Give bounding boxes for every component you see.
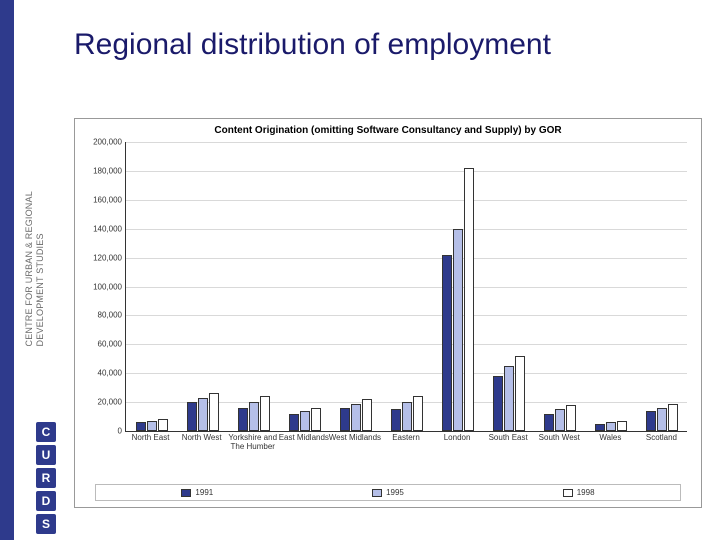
chart-bar — [617, 421, 627, 431]
chart-title: Content Origination (omitting Software C… — [85, 125, 691, 136]
chart-gridline — [126, 344, 687, 345]
chart-bar — [402, 402, 412, 431]
chart-bar-group — [238, 396, 270, 431]
chart-bar — [668, 404, 678, 431]
chart-gridline — [126, 171, 687, 172]
chart-bar — [362, 399, 372, 431]
chart-ytick-label: 60,000 — [98, 340, 126, 349]
sidebar-strip — [0, 0, 14, 540]
chart-bar — [515, 356, 525, 431]
chart-ytick-label: 140,000 — [93, 224, 126, 233]
chart-ytick-label: 20,000 — [98, 398, 126, 407]
sidebar: CENTRE FOR URBAN & REGIONAL DEVELOPMENT … — [0, 0, 56, 540]
page-title: Regional distribution of employment — [74, 28, 551, 63]
legend-item: 1991 — [181, 488, 213, 497]
chart-ytick-label: 200,000 — [93, 138, 126, 147]
chart-bar — [453, 229, 463, 431]
chart-bar — [209, 393, 219, 431]
chart-gridline — [126, 142, 687, 143]
chart-bar-group — [442, 168, 474, 431]
chart-xtick-label: Scotland — [631, 434, 691, 443]
legend-label: 1991 — [195, 488, 213, 497]
legend-swatch — [372, 489, 382, 497]
chart-ytick-label: 120,000 — [93, 253, 126, 262]
chart-bar — [158, 419, 168, 431]
chart-bar — [260, 396, 270, 431]
chart-ytick-label: 180,000 — [93, 166, 126, 175]
chart-bar-group — [340, 399, 372, 431]
chart-gridline — [126, 315, 687, 316]
chart-bar — [311, 408, 321, 431]
chart-plot-area: 020,00040,00060,00080,000100,000120,0001… — [125, 142, 687, 432]
chart-container: Content Origination (omitting Software C… — [74, 118, 702, 508]
chart-ytick-label: 100,000 — [93, 282, 126, 291]
chart-bar — [566, 405, 576, 431]
chart-x-axis: North EastNorth WestYorkshire and The Hu… — [125, 432, 687, 480]
legend-label: 1998 — [577, 488, 595, 497]
chart-bar-group — [646, 404, 678, 431]
sidebar-logo: CURDS — [28, 422, 64, 534]
chart-bar — [198, 398, 208, 431]
chart-bar — [544, 414, 554, 431]
chart-bar — [136, 422, 146, 431]
chart-bar — [606, 422, 616, 431]
chart-gridline — [126, 258, 687, 259]
chart-gridline — [126, 373, 687, 374]
chart-bar-group — [544, 405, 576, 431]
chart-bar-group — [187, 393, 219, 431]
chart-bar — [442, 255, 452, 431]
chart-bar — [351, 404, 361, 431]
legend-swatch — [563, 489, 573, 497]
sidebar-org-line1: CENTRE FOR URBAN & REGIONAL — [24, 191, 35, 346]
legend-item: 1995 — [372, 488, 404, 497]
chart-bar — [595, 424, 605, 431]
chart-bar — [464, 168, 474, 431]
logo-mark: D — [36, 491, 56, 511]
sidebar-org-line2: DEVELOPMENT STUDIES — [35, 191, 46, 346]
chart-legend: 1991 1995 1998 — [95, 484, 681, 501]
chart-ytick-label: 80,000 — [98, 311, 126, 320]
legend-item: 1998 — [563, 488, 595, 497]
chart-bar — [493, 376, 503, 431]
logo-mark: R — [36, 468, 56, 488]
chart-bar — [249, 402, 259, 431]
chart-bar — [413, 396, 423, 431]
sidebar-org-text: CENTRE FOR URBAN & REGIONAL DEVELOPMENT … — [24, 191, 46, 346]
chart-bar — [657, 408, 667, 431]
chart-ytick-label: 160,000 — [93, 195, 126, 204]
chart-bar-group — [595, 421, 627, 431]
logo-mark: C — [36, 422, 56, 442]
chart-bar — [504, 366, 514, 431]
chart-gridline — [126, 200, 687, 201]
chart-bar — [289, 414, 299, 431]
chart-gridline — [126, 287, 687, 288]
chart-gridline — [126, 229, 687, 230]
legend-label: 1995 — [386, 488, 404, 497]
chart-bar — [555, 409, 565, 431]
chart-bar — [300, 411, 310, 431]
chart-bar — [340, 408, 350, 431]
chart-bar — [646, 411, 656, 431]
logo-mark: U — [36, 445, 56, 465]
legend-swatch — [181, 489, 191, 497]
chart-bar — [187, 402, 197, 431]
page: CENTRE FOR URBAN & REGIONAL DEVELOPMENT … — [0, 0, 720, 540]
chart-bar-group — [391, 396, 423, 431]
chart-bar-group — [136, 419, 168, 431]
chart-bar-group — [289, 408, 321, 431]
chart-bar-group — [493, 356, 525, 431]
chart-bar — [391, 409, 401, 431]
logo-mark: S — [36, 514, 56, 534]
chart-bar — [238, 408, 248, 431]
chart-bar — [147, 421, 157, 431]
sidebar-label-column: CENTRE FOR URBAN & REGIONAL DEVELOPMENT … — [14, 0, 56, 540]
chart-ytick-label: 40,000 — [98, 369, 126, 378]
